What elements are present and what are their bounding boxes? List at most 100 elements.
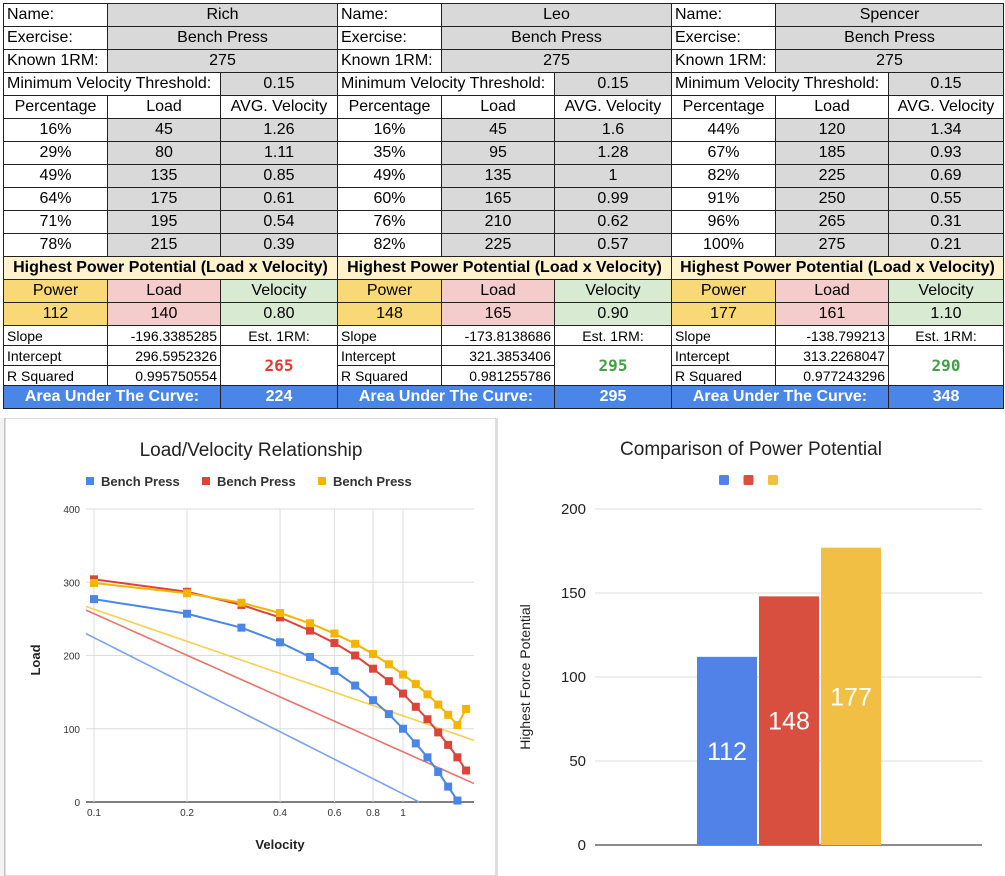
power-header[interactable]: Power (337, 279, 442, 303)
load-cell[interactable]: 275 (775, 233, 889, 257)
best-load-value[interactable]: 165 (441, 302, 555, 326)
est-1rm-label[interactable]: Est. 1RM: (888, 325, 1004, 346)
name-value[interactable]: Spencer (775, 3, 1004, 27)
velocity-cell[interactable]: 0.69 (888, 164, 1004, 188)
percentage-cell[interactable]: 96% (671, 210, 776, 234)
percentage-cell[interactable]: 60% (337, 187, 442, 211)
header-load[interactable]: Load (775, 95, 889, 119)
auc-value[interactable]: 348 (888, 385, 1004, 409)
r-squared-label[interactable]: R Squared (671, 365, 776, 386)
load-cell[interactable]: 175 (107, 187, 221, 211)
power-header[interactable]: Power (671, 279, 776, 303)
load-cell[interactable]: 185 (775, 141, 889, 165)
auc-label[interactable]: Area Under The Curve: (3, 385, 221, 409)
percentage-cell[interactable]: 44% (671, 118, 776, 142)
power-header[interactable]: Power (3, 279, 108, 303)
load-cell[interactable]: 210 (441, 210, 555, 234)
velocity-cell[interactable]: 0.54 (220, 210, 338, 234)
percentage-cell[interactable]: 76% (337, 210, 442, 234)
velocity-cell[interactable]: 0.21 (888, 233, 1004, 257)
bar[interactable] (759, 596, 819, 845)
highest-power-title[interactable]: Highest Power Potential (Load x Velocity… (671, 256, 1004, 280)
percentage-cell[interactable]: 49% (3, 164, 108, 188)
highest-power-title[interactable]: Highest Power Potential (Load x Velocity… (337, 256, 672, 280)
velocity-cell[interactable]: 1.34 (888, 118, 1004, 142)
load-header[interactable]: Load (775, 279, 889, 303)
best-load-value[interactable]: 161 (775, 302, 889, 326)
load-cell[interactable]: 45 (441, 118, 555, 142)
velocity-cell[interactable]: 0.31 (888, 210, 1004, 234)
velocity-cell[interactable]: 1.6 (554, 118, 672, 142)
percentage-cell[interactable]: 35% (337, 141, 442, 165)
known-1rm-value[interactable]: 275 (441, 49, 672, 73)
name-value[interactable]: Rich (107, 3, 338, 27)
known-1rm-label[interactable]: Known 1RM: (3, 49, 108, 73)
name-label[interactable]: Name: (337, 3, 442, 27)
power-value[interactable]: 177 (671, 302, 776, 326)
header-velocity[interactable]: AVG. Velocity (554, 95, 672, 119)
percentage-cell[interactable]: 82% (671, 164, 776, 188)
header-velocity[interactable]: AVG. Velocity (888, 95, 1004, 119)
highest-power-title[interactable]: Highest Power Potential (Load x Velocity… (3, 256, 338, 280)
exercise-label[interactable]: Exercise: (671, 26, 776, 50)
percentage-cell[interactable]: 71% (3, 210, 108, 234)
est-1rm-label[interactable]: Est. 1RM: (554, 325, 672, 346)
mvt-value[interactable]: 0.15 (888, 72, 1004, 96)
exercise-label[interactable]: Exercise: (3, 26, 108, 50)
load-header[interactable]: Load (441, 279, 555, 303)
r-squared-value[interactable]: 0.995750554 (107, 365, 221, 386)
header-percentage[interactable]: Percentage (3, 95, 108, 119)
header-percentage[interactable]: Percentage (337, 95, 442, 119)
intercept-label[interactable]: Intercept (3, 345, 108, 366)
auc-label[interactable]: Area Under The Curve: (337, 385, 555, 409)
slope-value[interactable]: -173.8138686 (441, 325, 555, 346)
load-header[interactable]: Load (107, 279, 221, 303)
load-cell[interactable]: 250 (775, 187, 889, 211)
load-cell[interactable]: 165 (441, 187, 555, 211)
slope-label[interactable]: Slope (671, 325, 776, 346)
known-1rm-label[interactable]: Known 1RM: (337, 49, 442, 73)
auc-label[interactable]: Area Under The Curve: (671, 385, 889, 409)
percentage-cell[interactable]: 49% (337, 164, 442, 188)
percentage-cell[interactable]: 16% (3, 118, 108, 142)
velocity-cell[interactable]: 0.57 (554, 233, 672, 257)
intercept-label[interactable]: Intercept (337, 345, 442, 366)
bar[interactable] (697, 656, 757, 845)
load-cell[interactable]: 225 (441, 233, 555, 257)
r-squared-value[interactable]: 0.977243296 (775, 365, 889, 386)
exercise-value[interactable]: Bench Press (775, 26, 1004, 50)
auc-value[interactable]: 224 (220, 385, 338, 409)
velocity-cell[interactable]: 0.39 (220, 233, 338, 257)
intercept-value[interactable]: 321.3853406 (441, 345, 555, 366)
slope-value[interactable]: -138.799213 (775, 325, 889, 346)
power-comparison-chart[interactable]: Comparison of Power Potential 0 50 100 150 2… (497, 418, 1005, 876)
r-squared-label[interactable]: R Squared (337, 365, 442, 386)
best-load-value[interactable]: 140 (107, 302, 221, 326)
exercise-label[interactable]: Exercise: (337, 26, 442, 50)
bar[interactable] (821, 547, 881, 845)
velocity-header[interactable]: Velocity (220, 279, 338, 303)
slope-label[interactable]: Slope (337, 325, 442, 346)
percentage-cell[interactable]: 78% (3, 233, 108, 257)
load-cell[interactable]: 135 (441, 164, 555, 188)
percentage-cell[interactable]: 91% (671, 187, 776, 211)
est-1rm-value[interactable]: 290 (888, 345, 1004, 386)
header-load[interactable]: Load (107, 95, 221, 119)
load-cell[interactable]: 120 (775, 118, 889, 142)
intercept-value[interactable]: 313.2268047 (775, 345, 889, 366)
velocity-cell[interactable]: 1.28 (554, 141, 672, 165)
mvt-value[interactable]: 0.15 (554, 72, 672, 96)
velocity-cell[interactable]: 0.61 (220, 187, 338, 211)
slope-value[interactable]: -196.3385285 (107, 325, 221, 346)
known-1rm-value[interactable]: 275 (775, 49, 1004, 73)
name-value[interactable]: Leo (441, 3, 672, 27)
velocity-header[interactable]: Velocity (554, 279, 672, 303)
velocity-header[interactable]: Velocity (888, 279, 1004, 303)
best-velocity-value[interactable]: 0.80 (220, 302, 338, 326)
intercept-label[interactable]: Intercept (671, 345, 776, 366)
load-cell[interactable]: 135 (107, 164, 221, 188)
header-percentage[interactable]: Percentage (671, 95, 776, 119)
name-label[interactable]: Name: (3, 3, 108, 27)
mvt-label[interactable]: Minimum Velocity Threshold: (671, 72, 889, 96)
best-velocity-value[interactable]: 0.90 (554, 302, 672, 326)
